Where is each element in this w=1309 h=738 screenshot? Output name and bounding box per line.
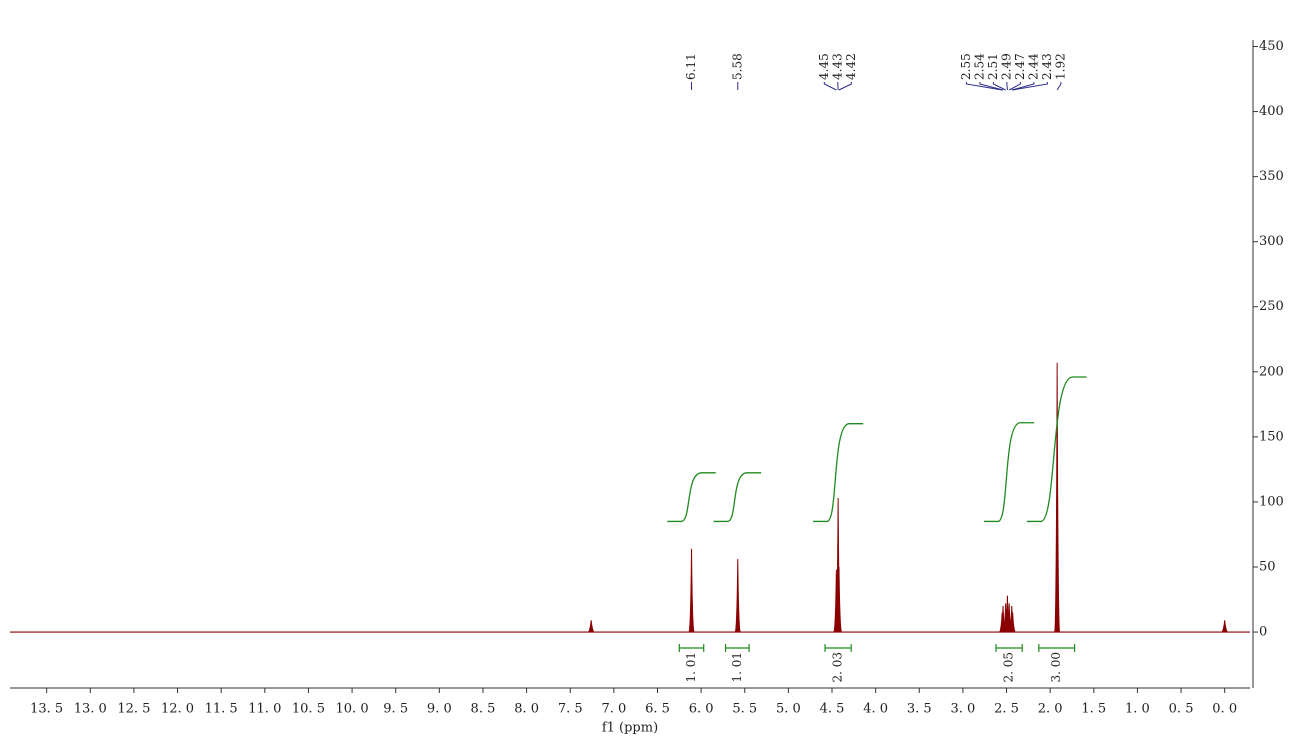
peak-label-connector (838, 82, 852, 91)
peak-label-connector (992, 82, 1006, 91)
integral-bracket (1038, 644, 1076, 652)
x-tick-label: 0. 5 (1169, 702, 1194, 717)
peak-label: 2.49 (999, 53, 1013, 80)
x-tick-label: 3. 5 (907, 702, 932, 717)
x-tick-label: 9. 0 (427, 702, 452, 717)
x-tick-label: 5. 0 (776, 702, 801, 717)
peak-label: 1.92 (1053, 53, 1067, 80)
peak-label: 2.54 (972, 53, 986, 80)
x-tick-label: 1. 0 (1125, 702, 1150, 717)
integral-label: 1. 01 (684, 652, 698, 683)
peak-label-connector (823, 82, 837, 91)
peak-label: 5.58 (730, 53, 744, 80)
peak (1009, 612, 1017, 633)
integral-curve (984, 422, 1035, 523)
integral-label: 1. 01 (730, 652, 744, 683)
peak-label: 4.43 (830, 53, 844, 80)
y-tick-label: 350 (1259, 169, 1284, 184)
integral-label: 2. 05 (1002, 652, 1016, 683)
x-tick-label: 6. 5 (645, 702, 670, 717)
integral-label: 3. 00 (1049, 652, 1063, 683)
peak-label: 2.47 (1013, 53, 1027, 80)
x-tick-label: 11. 0 (248, 702, 281, 717)
peak (1053, 362, 1061, 633)
peak-label-connector (1012, 82, 1048, 91)
peak-label: 2.43 (1040, 53, 1054, 80)
peak-label: 4.42 (844, 53, 858, 80)
peak-label-connector (1011, 82, 1035, 91)
x-tick-label: 8. 0 (514, 702, 539, 717)
x-tick-label: 7. 0 (601, 702, 626, 717)
y-tick-label: 150 (1259, 429, 1284, 444)
x-axis-label: f1 (ppm) (602, 721, 658, 736)
peak (688, 548, 695, 633)
y-tick-label: 0 (1259, 625, 1267, 640)
x-tick-label: 6. 0 (689, 702, 714, 717)
x-tick-label: 8. 5 (471, 702, 496, 717)
integral-bracket (678, 644, 705, 652)
integral-bracket (724, 644, 750, 652)
x-tick-label: 2. 0 (1038, 702, 1063, 717)
peak-label-connector (979, 82, 1004, 91)
y-tick-label: 400 (1259, 104, 1284, 119)
peak (587, 620, 595, 633)
x-tick-label: 3. 0 (951, 702, 976, 717)
peak (734, 559, 742, 633)
x-tick-label: 10. 5 (292, 702, 325, 717)
peak-label: 2.55 (959, 53, 973, 80)
y-tick-label: 450 (1259, 39, 1284, 54)
y-tick-label: 250 (1259, 299, 1284, 314)
x-tick-label: 12. 5 (117, 702, 150, 717)
integral-curve (713, 472, 762, 523)
x-tick-label: 1. 5 (1081, 702, 1106, 717)
x-tick-label: 13. 5 (30, 702, 63, 717)
x-tick-label: 12. 0 (161, 702, 194, 717)
y-tick-label: 200 (1259, 364, 1284, 379)
x-tick-label: 7. 5 (558, 702, 583, 717)
integral-curve (813, 423, 864, 523)
x-tick-label: 5. 5 (732, 702, 757, 717)
integral-label: 2. 03 (831, 652, 845, 683)
peak (835, 566, 843, 633)
peak-label: 6.11 (684, 53, 698, 80)
integral-curve (1026, 376, 1087, 523)
integral-bracket (824, 644, 852, 652)
x-tick-label: 2. 5 (994, 702, 1019, 717)
x-tick-label: 13. 0 (74, 702, 107, 717)
x-tick-label: 4. 0 (863, 702, 888, 717)
x-tick-label: 11. 5 (205, 702, 238, 717)
peak-label-connector (1056, 82, 1062, 91)
x-tick-label: 4. 5 (820, 702, 845, 717)
x-tick-label: 0. 0 (1212, 702, 1237, 717)
integral-bracket (995, 644, 1023, 652)
y-tick-label: 100 (1259, 494, 1284, 509)
x-tick-label: 10. 0 (336, 702, 369, 717)
peak-label: 4.45 (817, 53, 831, 80)
y-tick-label: 300 (1259, 234, 1284, 249)
peak-label-connector (1006, 82, 1008, 91)
peak (1221, 620, 1229, 633)
peak-label-connector (965, 82, 1003, 91)
y-tick-label: 50 (1259, 559, 1276, 574)
peak-label-connector (1008, 82, 1021, 91)
integral-curve (667, 472, 716, 523)
peak-label: 2.44 (1026, 53, 1040, 80)
x-tick-label: 9. 5 (383, 702, 408, 717)
peak-label: 2.51 (986, 53, 1000, 80)
